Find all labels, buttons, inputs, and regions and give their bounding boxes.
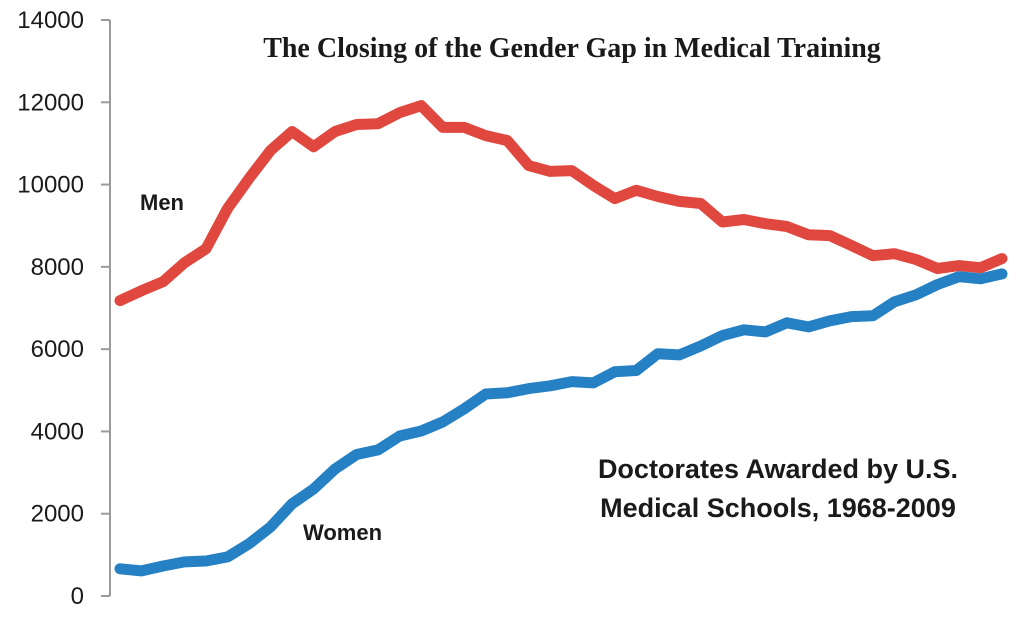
series-label-women: Women: [303, 520, 382, 545]
annotation-line-2: Medical Schools, 1968-2009: [600, 493, 956, 523]
y-tick-label: 6000: [31, 336, 84, 363]
y-ticks: 0 2000 4000 6000 8000 10000 12000 14000: [17, 7, 110, 610]
y-tick-label: 12000: [17, 89, 84, 116]
y-axis: 0 2000 4000 6000 8000 10000 12000 14000: [17, 7, 111, 610]
series-line-women: [114, 268, 1008, 577]
series-group: [114, 100, 1008, 577]
series-label-men: Men: [140, 190, 184, 215]
y-tick-label: 2000: [31, 501, 84, 528]
y-tick-label: 10000: [17, 172, 84, 199]
y-tick-label: 14000: [17, 7, 84, 34]
y-tick-label: 0: [71, 583, 84, 610]
annotation-line-1: Doctorates Awarded by U.S.: [598, 454, 958, 484]
series-line-men: [114, 100, 1008, 307]
chart-title: The Closing of the Gender Gap in Medical…: [263, 33, 881, 64]
y-tick-label: 4000: [31, 418, 84, 445]
y-tick-label: 8000: [31, 254, 84, 281]
